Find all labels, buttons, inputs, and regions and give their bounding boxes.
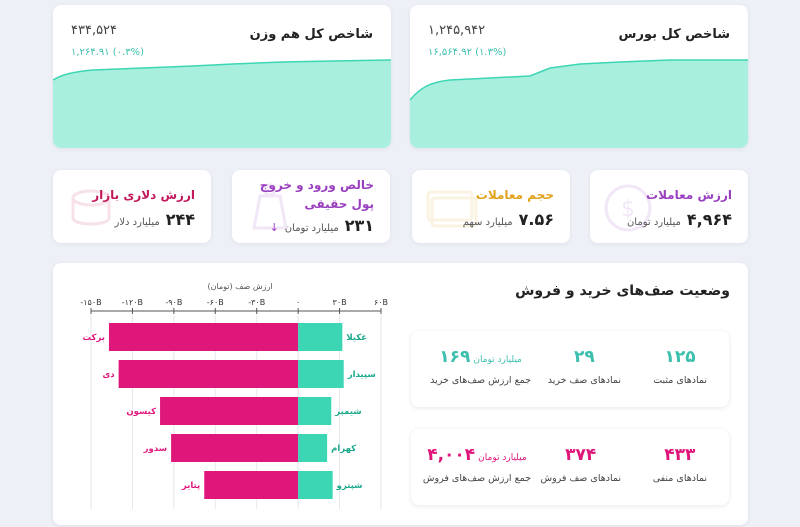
index-area-chart [410, 59, 748, 148]
index-card-total: شاخص کل بورس ۱,۲۴۵,۹۴۲ ۱۶,۵۶۴.۹۲ (۱.۳%) [410, 5, 748, 148]
stat-title: ارزش دلاری بازار [92, 188, 195, 202]
index-card-value: ۱,۲۴۵,۹۴۲ [428, 23, 486, 38]
sell-symbol-label: کیسون [126, 407, 156, 417]
buy-total-value: ۱۶۹ [439, 347, 471, 367]
index-area-chart [53, 59, 391, 148]
sell-total-unit: میلیارد تومان [478, 453, 527, 463]
sell-bar [108, 323, 299, 351]
buy-queue-count: ۲۹ [573, 347, 595, 367]
buy-symbol-label: سپیدار [347, 370, 376, 380]
queue-bar-chart: ارزش صف (تومان) -۱۵۰B -۱۲۰B -۹۰B -۶۰B -۳۰B ۰ ۳… [80, 282, 388, 509]
stat-card-trade-value: $ ارزش معاملات ۴,۹۶۴ میلیارد تومان [590, 170, 748, 243]
sell-queue-label: نمادهای صف فروش [540, 473, 621, 484]
stat-value: ۷.۵۶ [518, 210, 554, 229]
stat-unit: میلیارد سهم [462, 217, 513, 228]
index-card-change: ۱,۲۶۴.۹۱ (۰.۳%) [71, 47, 144, 58]
sell-queue-count: ۳۷۴ [565, 445, 597, 465]
sell-symbol-label: دی [102, 370, 115, 380]
buy-bar [298, 360, 344, 388]
stat-card-dollar-value: ارزش دلاری بازار ۲۴۴ میلیارد دلار [53, 170, 211, 243]
buy-total-unit: میلیارد تومان [473, 355, 522, 365]
x-tick-label: -۹۰B [165, 298, 182, 307]
buy-symbol-label: شیمپر [334, 407, 361, 417]
x-tick-label: ۰ [296, 298, 300, 307]
positive-count: ۱۲۵ [664, 347, 696, 367]
svg-text:$: $ [621, 197, 635, 222]
buy-bar [298, 434, 328, 462]
x-tick-label: ۳۰B [333, 298, 347, 307]
x-tick-label: ۶۰B [374, 298, 388, 307]
money-icon: $ [604, 184, 652, 232]
sell-symbol-label: سدور [143, 444, 167, 454]
arrow-down-icon: ↓ [269, 221, 279, 234]
coins-icon [71, 189, 111, 226]
stat-card-real-money-flow: خالص ورود و خروج پول حقیقی ۲۳۱ میلیارد ت… [232, 170, 390, 243]
money-bag-icon [252, 183, 288, 230]
negative-count: ۴۳۳ [664, 445, 696, 465]
negative-label: نمادهای منفی [652, 473, 707, 484]
index-card-value: ۴۳۴,۵۲۴ [71, 23, 118, 38]
sell-symbol-label: برکت [83, 333, 105, 343]
sell-bar [204, 471, 299, 499]
stat-unit: میلیارد تومان [626, 217, 681, 228]
buy-total-label: جمع ارزش صف‌های خرید [430, 375, 531, 386]
panel-title: وضعیت صف‌های خرید و فروش [515, 283, 730, 299]
sell-bar [160, 397, 299, 425]
buy-symbol-label: شپترو [336, 481, 363, 491]
buy-symbol-label: کهرام [331, 444, 356, 454]
sell-symbol-label: پتایر [181, 481, 200, 491]
queue-panel: وضعیت صف‌های خرید و فروش ارزش صف (تومان)… [53, 263, 748, 525]
stat-title: خالص ورود و خروج پول حقیقی [259, 178, 374, 212]
index-card-title: شاخص کل بورس [618, 27, 730, 42]
x-tick-label: -۳۰B [248, 298, 265, 307]
sell-bar [118, 360, 299, 388]
stat-card-trade-volume: حجم معاملات ۷.۵۶ میلیارد سهم [412, 170, 570, 243]
sell-total-value: ۴,۰۰۴ [427, 445, 476, 465]
stat-unit: میلیارد تومان [284, 223, 339, 234]
stat-value: ۴,۹۶۴ [686, 210, 732, 229]
positive-label: نمادهای مثبت [653, 375, 707, 386]
x-tick-label: -۶۰B [207, 298, 224, 307]
chart-title: ارزش صف (تومان) [207, 282, 272, 291]
stat-title: ارزش معاملات [646, 188, 732, 202]
stat-unit: میلیارد دلار [114, 217, 160, 228]
sell-total-label: جمع ارزش صف‌های فروش [422, 473, 531, 484]
buy-queue-box: ۱۲۵ نمادهای مثبت ۲۹ نمادهای صف خرید میلی… [411, 331, 729, 407]
index-card-title: شاخص کل هم وزن [249, 27, 373, 42]
index-card-equal-weight: شاخص کل هم وزن ۴۳۴,۵۲۴ ۱,۲۶۴.۹۱ (۰.۳%) [53, 5, 391, 148]
buy-bar [298, 471, 333, 499]
x-tick-label: -۱۵۰B [80, 298, 101, 307]
buy-queue-label: نمادهای صف خرید [547, 375, 621, 386]
buy-bar [298, 397, 332, 425]
sell-bar [171, 434, 299, 462]
x-tick-label: -۱۲۰B [122, 298, 143, 307]
index-card-change: ۱۶,۵۶۴.۹۲ (۱.۳%) [428, 47, 507, 58]
buy-symbol-label: غکیلا [346, 333, 367, 343]
bills-icon [426, 190, 478, 228]
buy-bar [298, 323, 343, 351]
stat-title: حجم معاملات [475, 188, 554, 202]
stat-value: ۲۴۴ [165, 210, 195, 229]
stat-value: ۲۳۱ [344, 216, 374, 235]
sell-queue-box: ۴۳۳ نمادهای منفی ۳۷۴ نمادهای صف فروش میل… [411, 429, 729, 505]
